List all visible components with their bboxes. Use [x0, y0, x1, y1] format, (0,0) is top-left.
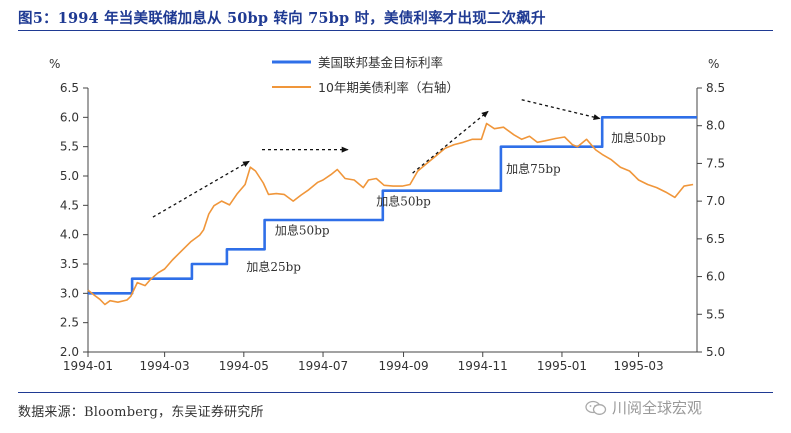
chart-legend: 美国联邦基金目标利率 10年期美债利率（右轴） [272, 55, 459, 95]
x-tick-label: 1994-09 [378, 359, 428, 373]
x-tick-label: 1994-01 [63, 359, 113, 373]
y-left-tick-label: 2.0 [60, 345, 79, 359]
footer-divider [18, 392, 773, 393]
series-line-treasury-10y [87, 122, 694, 306]
trend-arrow [521, 99, 601, 121]
x-tick-label: 1994-07 [298, 359, 348, 373]
legend-entry: 美国联邦基金目标利率 [318, 55, 443, 70]
series-line-fed-funds-target [88, 116, 697, 295]
wechat-icon [585, 400, 607, 416]
annotation-label: 加息50bp [275, 223, 330, 238]
chart-axes: % % 2.0 2.5 3.0 3.5 4.0 4.5 5.0 5.5 6.0 6.5 5.0 5.5 6.… [49, 57, 725, 373]
y-left-tick-label: 3.5 [60, 257, 79, 271]
annotation-label: 加息75bp [506, 161, 561, 176]
y-right-tick-label: 7.5 [706, 156, 725, 170]
annotation-label: 加息50bp [611, 130, 666, 145]
y-right-tick-label: 5.5 [706, 307, 725, 321]
y-right-tick-label: 8.5 [706, 81, 725, 95]
legend-entry: 10年期美债利率（右轴） [318, 80, 459, 95]
y-right-tick-label: 6.0 [706, 270, 725, 284]
y-left-tick-label: 4.0 [60, 228, 79, 242]
y-left-tick-label: 4.5 [60, 198, 79, 212]
annotation-label: 加息50bp [376, 193, 431, 208]
y-left-unit-label: % [49, 57, 60, 71]
y-right-tick-label: 5.0 [706, 345, 725, 359]
trend-arrow [412, 110, 489, 174]
x-tick-label: 1994-11 [458, 359, 508, 373]
y-left-tick-label: 2.5 [60, 316, 79, 330]
y-left-tick-label: 6.0 [60, 110, 79, 124]
x-tick-label: 1995-01 [537, 359, 587, 373]
y-left-tick-label: 6.5 [60, 81, 79, 95]
line-chart: % % 2.0 2.5 3.0 3.5 4.0 4.5 5.0 5.5 6.0 6.5 5.0 5.5 6.… [49, 55, 725, 373]
x-tick-label: 1995-03 [613, 359, 663, 373]
y-right-tick-label: 8.0 [706, 119, 725, 133]
watermark: 川阅全球宏观 [585, 397, 702, 418]
source-note: 数据来源：Bloomberg，东吴证券研究所 [18, 405, 264, 420]
y-left-tick-label: 5.5 [60, 140, 79, 154]
y-right-tick-label: 6.5 [706, 232, 725, 246]
annotations: 加息25bp 加息50bp 加息50bp 加息75bp 加息50bp [246, 130, 666, 274]
trend-arrow [152, 160, 250, 218]
x-tick-label: 1994-03 [140, 359, 190, 373]
x-tick-label: 1994-05 [219, 359, 269, 373]
y-left-tick-label: 5.0 [60, 169, 79, 183]
series-layer [87, 116, 697, 306]
chart-title: 图5：1994 年当美联储加息从 50bp 转向 75bp 时，美债利率才出现二… [18, 10, 546, 27]
watermark-text: 川阅全球宏观 [612, 399, 703, 417]
annotation-label: 加息25bp [246, 259, 301, 274]
y-right-tick-label: 7.0 [706, 194, 725, 208]
y-left-tick-label: 3.0 [60, 286, 79, 300]
y-right-unit-label: % [708, 57, 719, 71]
title-divider [18, 30, 773, 31]
trend-arrows [152, 99, 601, 218]
